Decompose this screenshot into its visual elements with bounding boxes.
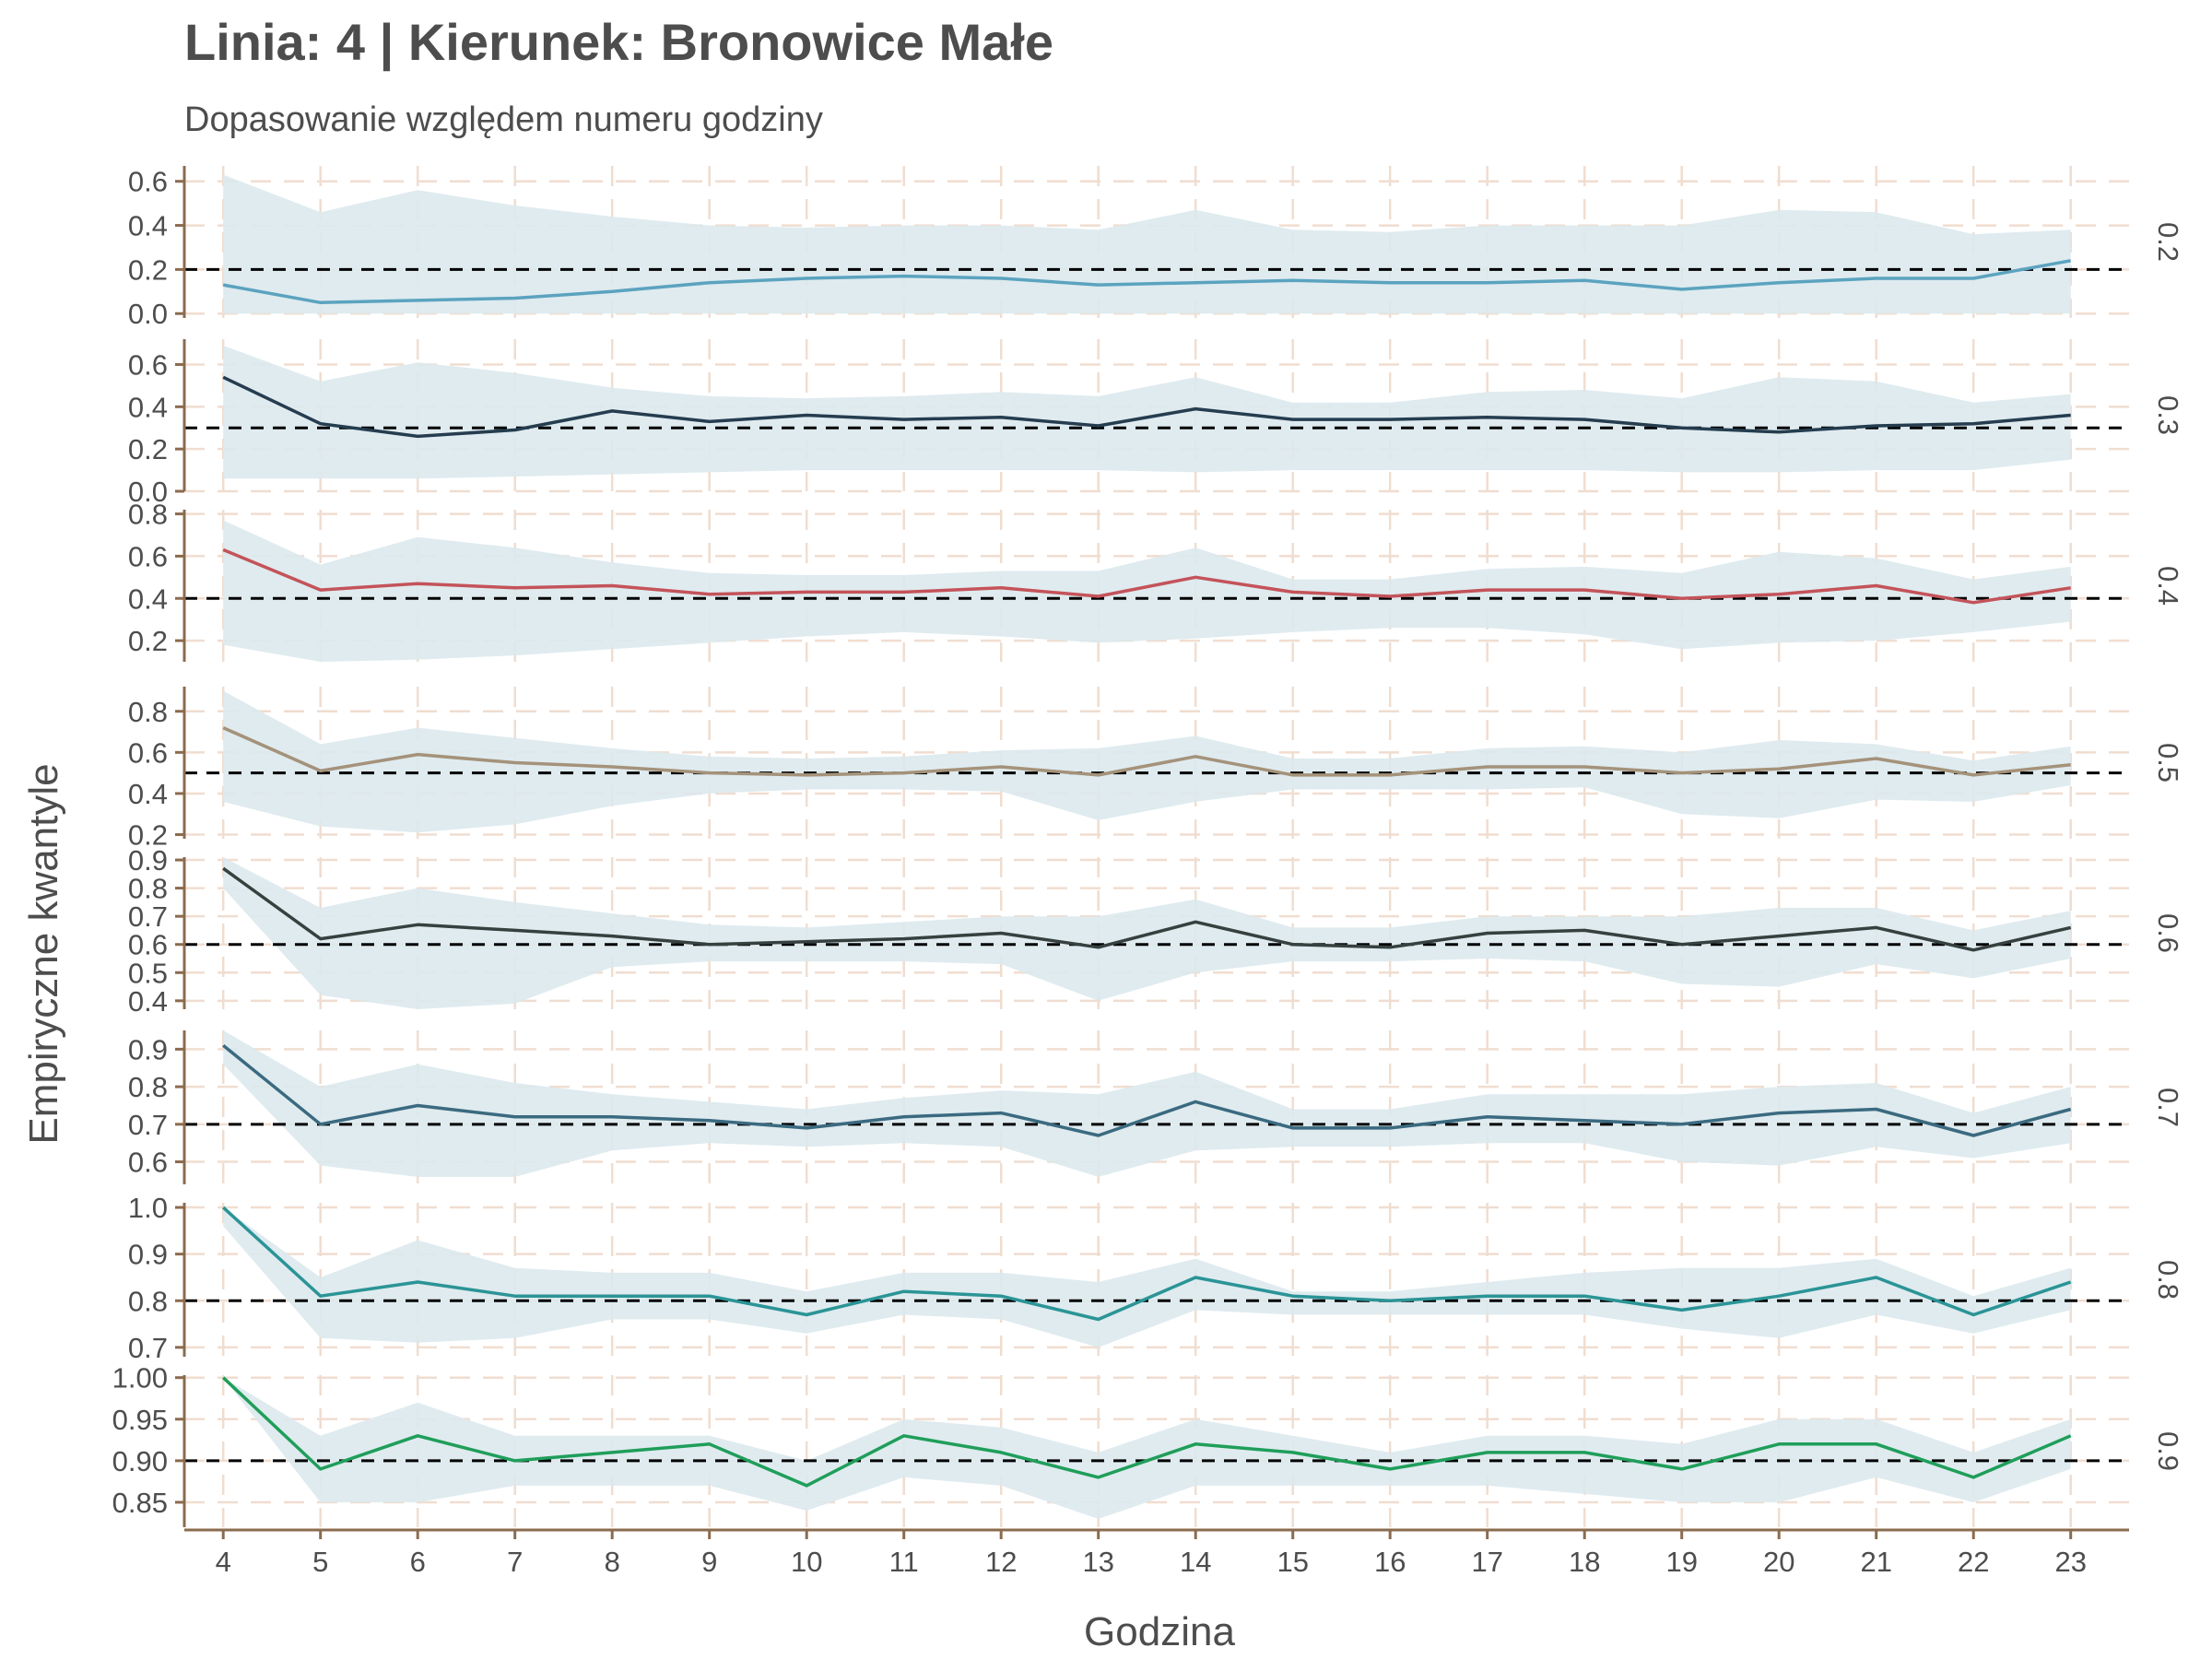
chart-subtitle: Dopasowanie względem numeru godziny [184,100,823,139]
y-tick-label: 0.4 [128,985,168,1018]
y-tick-label: 0.6 [128,1147,168,1179]
x-tick-label: 15 [1277,1546,1308,1578]
panel-0.7: 0.6 0.7 0.8 0.9 0.7 [128,1030,2184,1184]
y-tick-label: 0.7 [128,1332,168,1364]
panel-strip-label: 0.6 [2152,913,2184,953]
x-tick-label: 12 [985,1546,1017,1578]
y-tick-label: 0.0 [128,476,168,508]
x-tick-label: 20 [1763,1546,1794,1578]
y-tick-label: 0.8 [128,873,168,905]
panel-strip-label: 0.7 [2152,1088,2184,1127]
y-tick-label: 0.8 [128,696,168,728]
x-tick-label: 14 [1180,1546,1211,1578]
x-tick-label: 5 [312,1546,328,1578]
panel-0.8: 0.7 0.8 0.9 1.0 0.8 [128,1192,2184,1364]
x-tick-label: 19 [1665,1546,1697,1578]
panel-strip-label: 0.2 [2152,222,2184,262]
x-tick-label: 18 [1569,1546,1600,1578]
panel-0.4: 0.2 0.4 0.6 0.8 0.4 [128,499,2184,662]
series-line [222,1376,2072,1488]
panel-strip-label: 0.9 [2152,1431,2184,1471]
panel-strip-label: 0.3 [2152,395,2184,435]
y-tick-label: 0.9 [128,1033,168,1065]
x-tick-label: 13 [1082,1546,1113,1578]
y-tick-label: 0.90 [112,1445,168,1477]
x-tick-label: 11 [889,1546,919,1578]
series-line [222,866,2072,952]
y-tick-label: 0.8 [128,1285,168,1317]
x-tick-label: 7 [507,1546,523,1578]
x-tick-label: 4 [216,1546,231,1578]
y-tick-label: 0.6 [128,736,168,769]
confidence-band [223,174,2071,314]
y-tick-label: 0.7 [128,1109,168,1141]
panel-strip-label: 0.5 [2152,743,2184,782]
panel-strip-label: 0.4 [2152,566,2184,606]
panel-0.2: 0.0 0.2 0.4 0.6 0.2 [128,166,2184,330]
confidence-band [223,1377,2071,1519]
y-tick-label: 0.2 [128,433,168,465]
y-tick-label: 0.4 [128,391,168,423]
x-tick-label: 17 [1471,1546,1502,1578]
y-tick-label: 0.4 [128,210,168,242]
x-tick-label: 10 [791,1546,822,1578]
y-tick-label: 0.2 [128,253,168,286]
x-tick-label: 16 [1374,1546,1406,1578]
x-axis: 4 5 6 7 8 9 10 11 12 13 14 15 16 17 18 19 20 21 22 23 [184,1528,2129,1578]
y-tick-label: 0.7 [128,900,168,933]
y-tick-label: 0.4 [128,582,168,615]
y-axis-label: Empiryczne kwantyle [21,763,66,1144]
series-line [222,1043,2072,1137]
y-tick-label: 0.95 [112,1404,168,1436]
y-tick-label: 0.2 [128,625,168,657]
y-tick-label: 1.00 [112,1362,168,1394]
y-tick-label: 0.9 [128,844,168,877]
y-tick-label: 0.2 [128,819,168,852]
y-tick-label: 0.6 [128,929,168,961]
y-tick-label: 0.4 [128,778,168,810]
panel-0.5: 0.2 0.4 0.6 0.8 0.5 [128,687,2184,852]
y-tick-label: 0.8 [128,499,168,531]
panel-strip-label: 0.8 [2152,1260,2184,1300]
y-tick-label: 0.8 [128,1071,168,1103]
x-tick-label: 22 [1958,1546,1989,1578]
y-tick-label: 0.6 [128,349,168,382]
series-line [222,726,2071,777]
y-tick-label: 0.6 [128,166,168,198]
x-tick-label: 6 [410,1546,426,1578]
panel-0.3: 0.0 0.2 0.4 0.6 0.3 [128,339,2184,508]
y-tick-label: 0.85 [112,1487,168,1519]
chart-title: Linia: 4 | Kierunek: Bronowice Małe [184,13,1053,72]
confidence-band [223,690,2071,833]
series-line [222,375,2071,439]
x-axis-label: Godzina [1084,1609,1235,1654]
panels-group: 0.00.20.40.60.20.00.20.40.60.30.20.40.60… [112,166,2184,1527]
x-tick-label: 23 [2054,1546,2086,1578]
series-line [222,259,2072,305]
y-tick-label: 0.5 [128,957,168,989]
y-tick-label: 0.9 [128,1239,168,1271]
series-line [222,1206,2072,1322]
panel-0.6: 0.40.50.60.70.80.90.6 [128,844,2184,1018]
x-tick-label: 21 [1860,1546,1891,1578]
y-tick-label: 0.6 [128,540,168,572]
y-tick-label: 1.0 [128,1192,168,1224]
confidence-band [223,345,2071,479]
x-tick-label: 9 [701,1546,717,1578]
y-tick-label: 0.0 [128,298,168,330]
series-line [222,547,2071,605]
x-tick-label: 8 [605,1546,620,1578]
confidence-band [223,1030,2071,1177]
confidence-band [223,520,2071,662]
confidence-band [223,1207,2071,1347]
panel-0.9: 0.85 0.90 0.95 1.00 0.9 [112,1362,2184,1527]
